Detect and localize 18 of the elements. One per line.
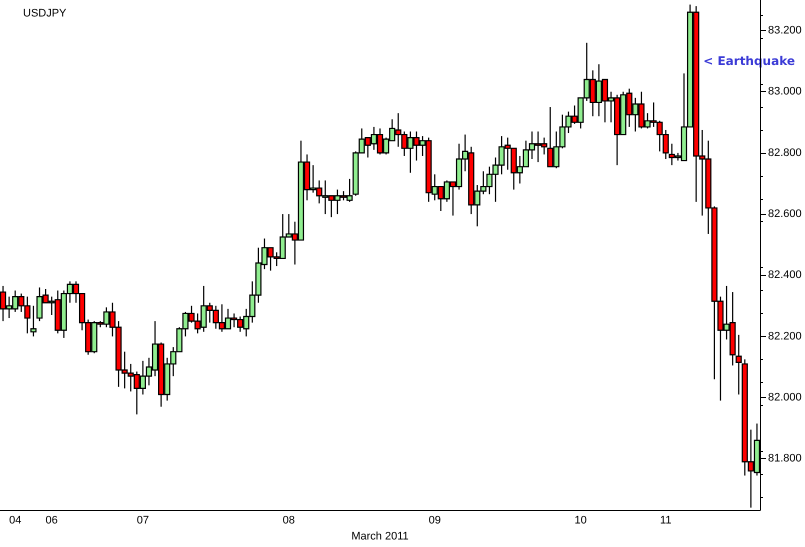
y-tick-label: 81.800 [768, 452, 802, 465]
y-tick-label: 82.400 [768, 269, 802, 282]
y-tick-label: 83.000 [768, 86, 802, 98]
x-tick-label: 04 [9, 514, 22, 527]
y-tick-label: 82.200 [768, 330, 802, 342]
x-tick-label: 10 [574, 514, 587, 527]
text: USDJPY [23, 8, 68, 20]
y-tick-label: 82.600 [768, 208, 802, 220]
x-tick-label: 06 [46, 514, 58, 527]
x-tick-label: 07 [136, 514, 150, 527]
y-tick-label: 82.800 [768, 146, 802, 159]
y-tick-label: 82.000 [768, 392, 802, 404]
candlestick [30, 305, 37, 337]
x-tick-label: 08 [282, 514, 295, 527]
x-tick-label: 09 [428, 514, 441, 527]
y-tick-label: 83.200 [768, 24, 802, 37]
x-axis-title: March 2011 [351, 530, 409, 542]
x-tick-label: 11 [660, 514, 672, 527]
